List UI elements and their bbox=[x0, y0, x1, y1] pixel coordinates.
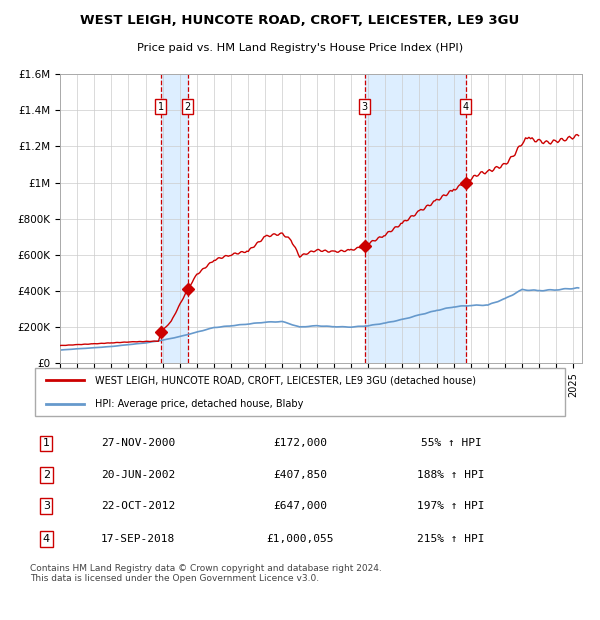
Text: Contains HM Land Registry data © Crown copyright and database right 2024.
This d: Contains HM Land Registry data © Crown c… bbox=[30, 564, 382, 583]
Text: 2: 2 bbox=[43, 470, 50, 480]
Text: HPI: Average price, detached house, Blaby: HPI: Average price, detached house, Blab… bbox=[95, 399, 303, 409]
Text: WEST LEIGH, HUNCOTE ROAD, CROFT, LEICESTER, LE9 3GU: WEST LEIGH, HUNCOTE ROAD, CROFT, LEICEST… bbox=[80, 14, 520, 27]
Text: 27-NOV-2000: 27-NOV-2000 bbox=[101, 438, 175, 448]
Text: 22-OCT-2012: 22-OCT-2012 bbox=[101, 501, 175, 511]
Text: 17-SEP-2018: 17-SEP-2018 bbox=[101, 534, 175, 544]
Text: 197% ↑ HPI: 197% ↑ HPI bbox=[418, 501, 485, 511]
Text: 1: 1 bbox=[158, 102, 164, 112]
FancyBboxPatch shape bbox=[35, 368, 565, 416]
Text: 4: 4 bbox=[43, 534, 50, 544]
Text: 4: 4 bbox=[463, 102, 469, 112]
Text: WEST LEIGH, HUNCOTE ROAD, CROFT, LEICESTER, LE9 3GU (detached house): WEST LEIGH, HUNCOTE ROAD, CROFT, LEICEST… bbox=[95, 375, 476, 385]
Text: 3: 3 bbox=[43, 501, 50, 511]
Text: £172,000: £172,000 bbox=[273, 438, 327, 448]
Text: Price paid vs. HM Land Registry's House Price Index (HPI): Price paid vs. HM Land Registry's House … bbox=[137, 43, 463, 53]
Bar bbox=[365, 74, 466, 363]
Text: 215% ↑ HPI: 215% ↑ HPI bbox=[418, 534, 485, 544]
Text: 1: 1 bbox=[43, 438, 50, 448]
Text: £647,000: £647,000 bbox=[273, 501, 327, 511]
Text: 55% ↑ HPI: 55% ↑ HPI bbox=[421, 438, 482, 448]
Text: £407,850: £407,850 bbox=[273, 470, 327, 480]
Text: 188% ↑ HPI: 188% ↑ HPI bbox=[418, 470, 485, 480]
Text: 20-JUN-2002: 20-JUN-2002 bbox=[101, 470, 175, 480]
Text: 2: 2 bbox=[185, 102, 191, 112]
Bar bbox=[161, 74, 188, 363]
Text: £1,000,055: £1,000,055 bbox=[266, 534, 334, 544]
Text: 3: 3 bbox=[362, 102, 368, 112]
